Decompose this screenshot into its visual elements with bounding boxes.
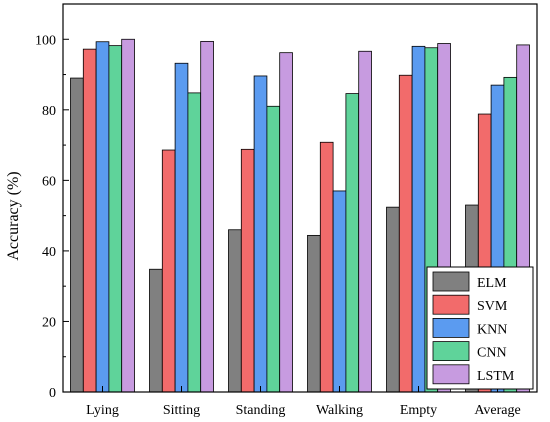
legend-label-elm: ELM bbox=[477, 276, 507, 291]
bar-knn-sitting bbox=[174, 62, 189, 393]
bar-cnn-lying bbox=[108, 45, 123, 393]
bar-cnn-walking bbox=[345, 93, 360, 393]
legend-swatch-cnn bbox=[432, 341, 470, 362]
plot-frame bbox=[62, 3, 538, 393]
bar-lstm-standing bbox=[279, 52, 293, 393]
x-tick-label: Empty bbox=[400, 403, 437, 418]
bar-lstm-walking bbox=[358, 50, 372, 393]
x-tick-label: Average bbox=[474, 403, 520, 418]
bar-svm-walking bbox=[319, 141, 334, 393]
y-tick-label: 100 bbox=[35, 33, 56, 48]
bar-lstm-lying bbox=[121, 38, 135, 393]
legend-label-lstm: LSTM bbox=[477, 369, 515, 384]
y-tick-label: 20 bbox=[42, 315, 56, 330]
bar-cnn-sitting bbox=[187, 92, 202, 393]
legend-label-knn: KNN bbox=[477, 322, 507, 337]
bar-svm-lying bbox=[82, 48, 97, 393]
bar-elm-sitting bbox=[149, 268, 163, 393]
bar-elm-standing bbox=[228, 229, 242, 393]
legend-swatch-knn bbox=[432, 317, 470, 338]
legend-swatch-elm bbox=[432, 271, 470, 292]
legend-label-svm: SVM bbox=[477, 299, 508, 314]
legend-swatch-svm bbox=[432, 294, 470, 315]
y-tick-label: 80 bbox=[42, 104, 56, 119]
bar-cnn-standing bbox=[266, 105, 281, 393]
legend-label-cnn: CNN bbox=[477, 346, 507, 361]
bar-svm-sitting bbox=[161, 149, 176, 393]
y-axis-title: Accuracy (%) bbox=[5, 171, 22, 260]
bar-knn-walking bbox=[332, 190, 347, 393]
legend: ELM SVM KNN CNN LSTM bbox=[426, 266, 534, 390]
x-tick-label: Standing bbox=[236, 403, 286, 418]
bar-elm-empty bbox=[386, 206, 400, 393]
y-tick-label: 40 bbox=[42, 245, 56, 260]
x-tick-label: Lying bbox=[86, 403, 119, 418]
legend-swatch-lstm bbox=[432, 364, 470, 385]
bar-knn-empty bbox=[411, 45, 426, 393]
x-tick-label: Sitting bbox=[163, 403, 200, 418]
bar-svm-empty bbox=[398, 74, 413, 393]
y-tick-label: 0 bbox=[49, 386, 56, 401]
x-tick-label: Walking bbox=[316, 403, 363, 418]
bar-elm-lying bbox=[70, 77, 84, 393]
bar-lstm-sitting bbox=[200, 40, 214, 393]
axes-layer: 0 20 40 60 80 100 Lying Sitting Standing Walking E… bbox=[35, 3, 538, 418]
bar-svm-standing bbox=[240, 148, 255, 393]
bar-knn-standing bbox=[253, 75, 268, 393]
y-tick-label: 60 bbox=[42, 174, 56, 189]
bar-elm-walking bbox=[307, 234, 321, 393]
bar-knn-lying bbox=[95, 41, 110, 393]
